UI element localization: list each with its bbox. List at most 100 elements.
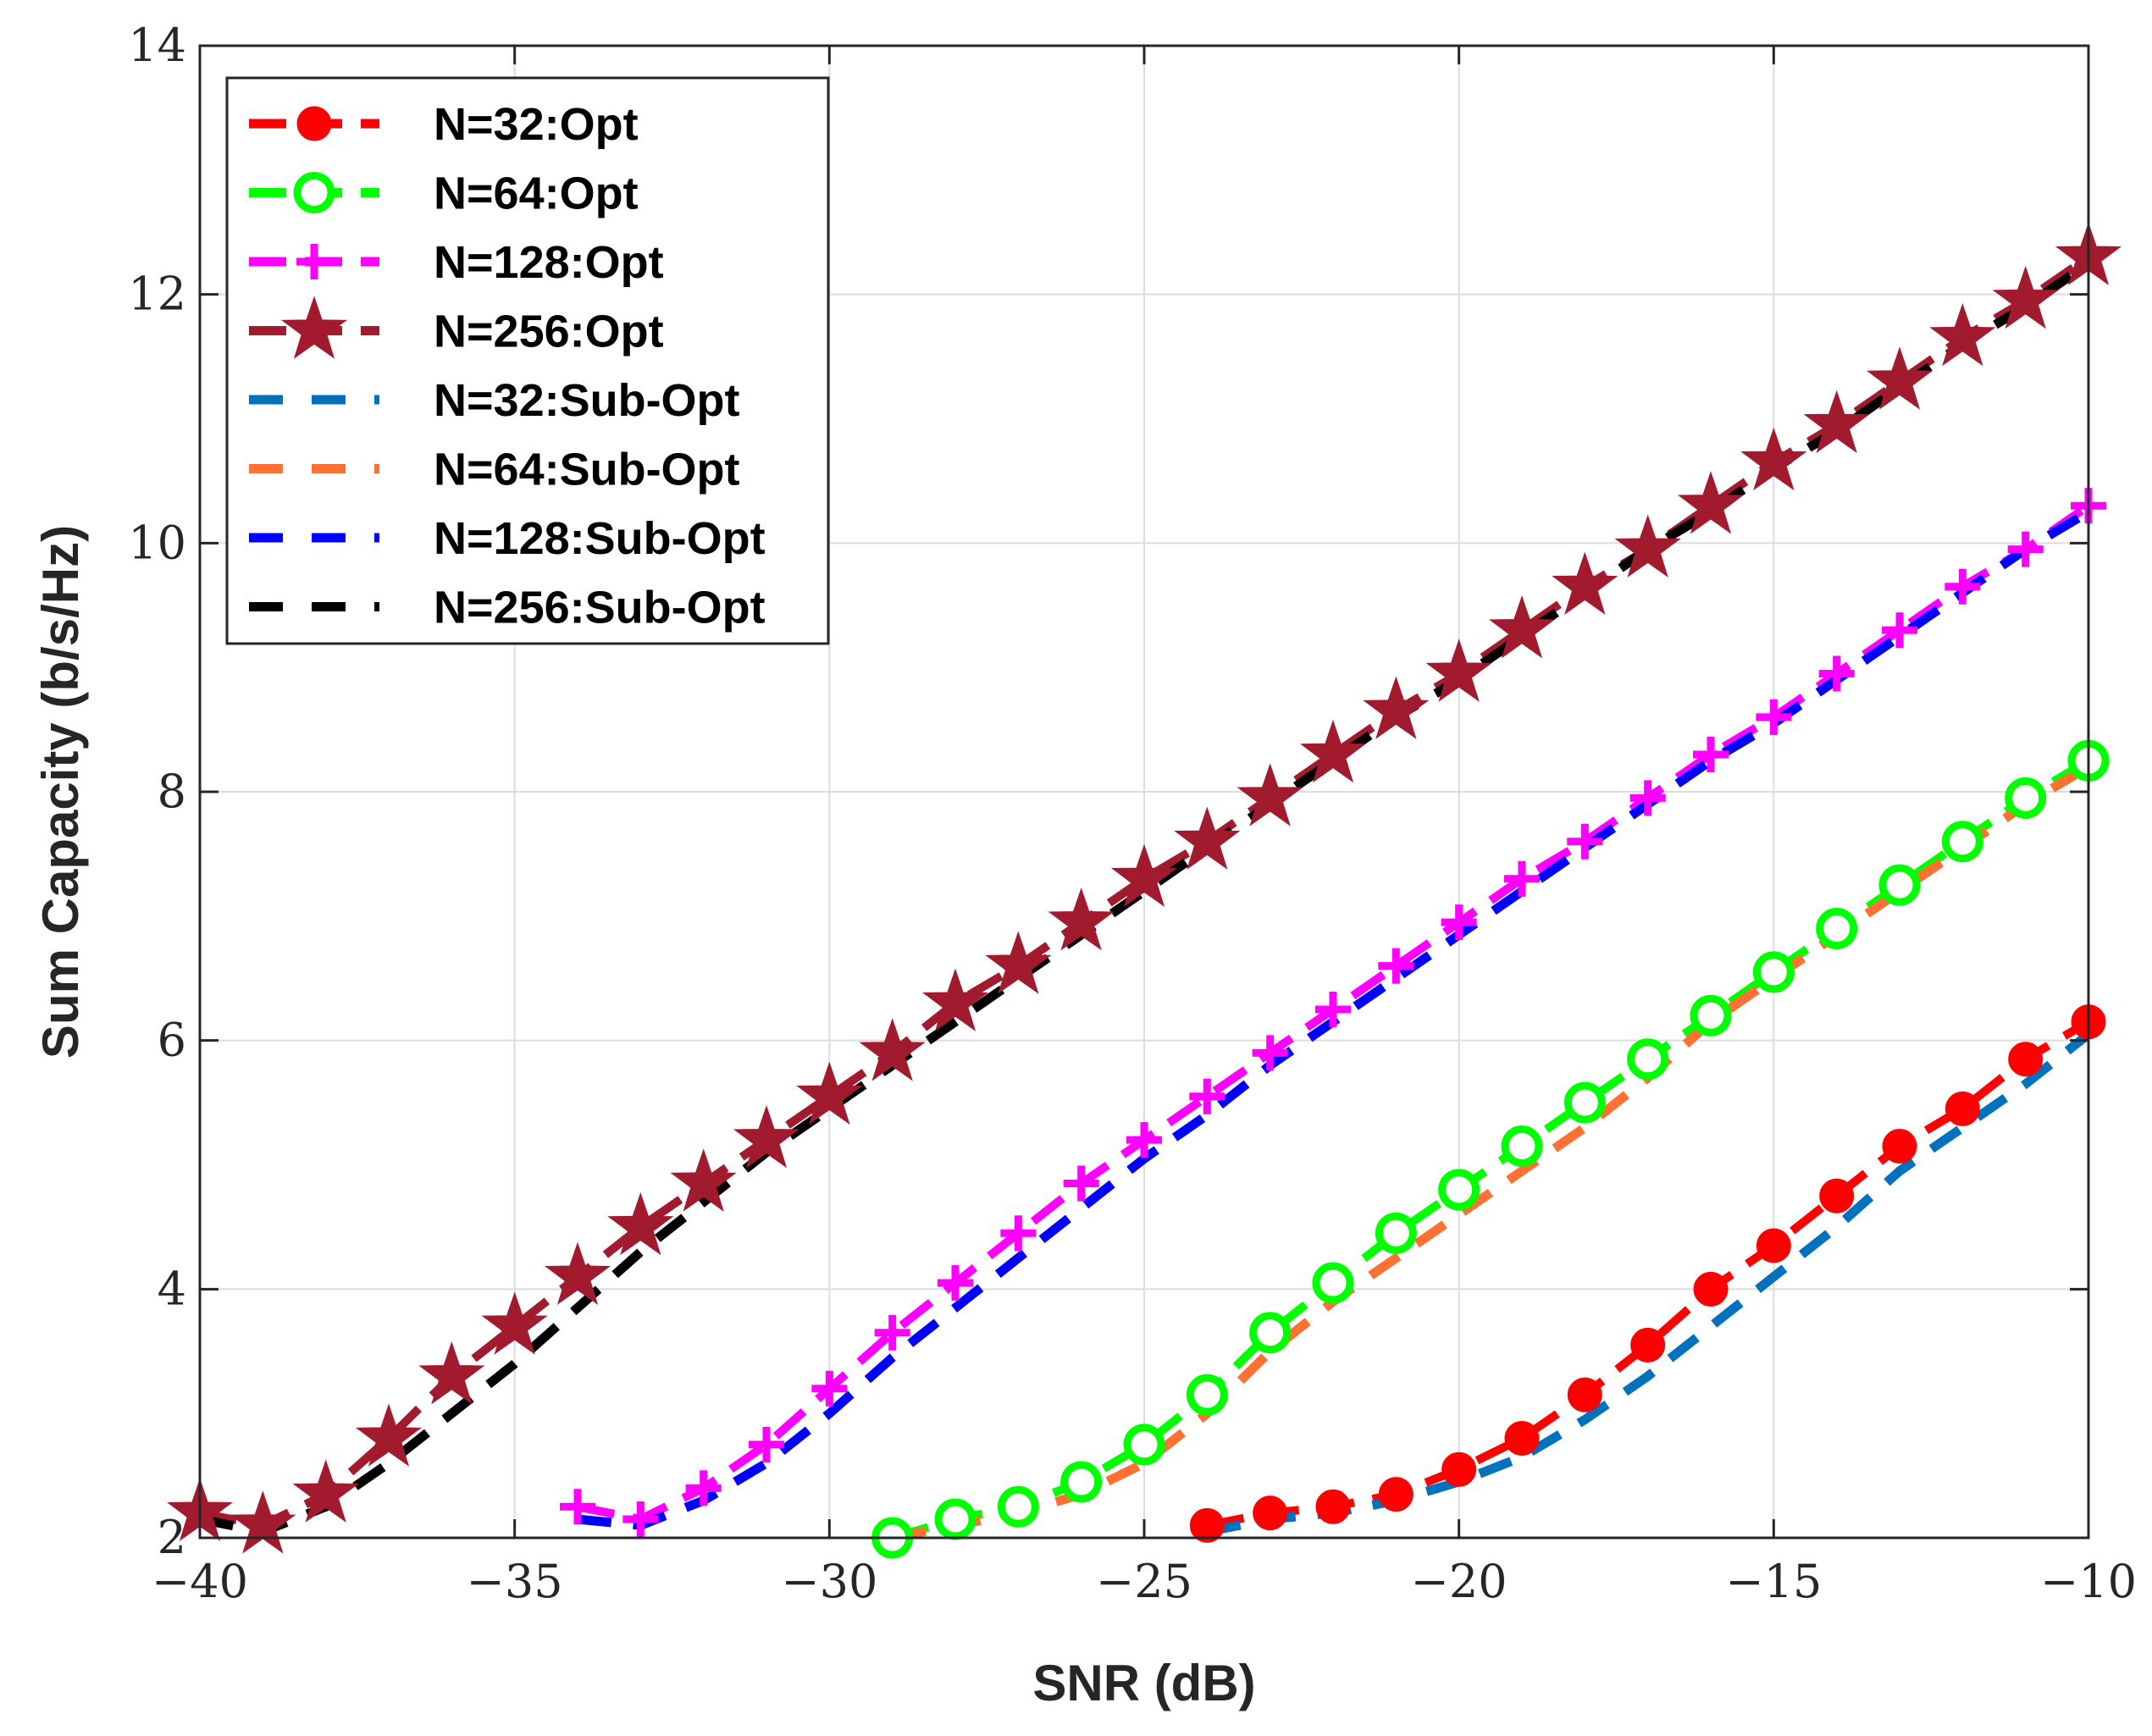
legend-marker bbox=[296, 106, 332, 141]
data-point-n-256-opt bbox=[607, 1191, 674, 1256]
legend-marker bbox=[296, 244, 332, 279]
data-point-n-32-opt bbox=[1315, 1489, 1351, 1524]
legend-entry-label: N=256:Opt bbox=[434, 307, 664, 357]
legend-entry-label: N=32:Opt bbox=[434, 99, 639, 150]
data-point-n-128-opt bbox=[685, 1470, 722, 1507]
x-tick-label: −15 bbox=[1725, 1555, 1822, 1608]
legend-entry-label: N=128:Opt bbox=[434, 237, 664, 288]
data-point-n-128-opt bbox=[1629, 780, 1666, 816]
data-point-n-128-opt bbox=[1818, 655, 1855, 692]
y-axis-title: Sum Capacity (b/s/Hz) bbox=[32, 525, 89, 1059]
data-point-n-32-opt bbox=[1441, 1451, 1477, 1487]
data-point-n-256-opt bbox=[1048, 887, 1115, 951]
data-point-n-256-opt bbox=[1425, 639, 1492, 702]
data-point-n-256-opt bbox=[355, 1403, 423, 1467]
y-tick-label: 12 bbox=[128, 268, 186, 321]
data-point-n-32-opt bbox=[1882, 1128, 1917, 1164]
data-point-n-256-opt bbox=[985, 931, 1052, 994]
y-tick-label: 6 bbox=[158, 1014, 186, 1067]
legend-marker bbox=[280, 296, 348, 359]
data-point-n-128-opt bbox=[1441, 904, 1477, 941]
x-tick-label: −25 bbox=[1096, 1555, 1192, 1608]
legend-entry-label: N=256:Sub-Opt bbox=[434, 583, 766, 633]
legend-box bbox=[225, 76, 830, 645]
x-tick-label: −10 bbox=[2040, 1555, 2137, 1608]
data-point-n-256-opt bbox=[921, 968, 989, 1031]
data-point-n-256-opt bbox=[1866, 346, 1933, 410]
data-point-n-32-opt bbox=[1567, 1377, 1602, 1413]
data-point-n-128-opt bbox=[1567, 823, 1603, 860]
data-point-n-64-opt bbox=[1501, 1125, 1543, 1167]
data-point-n-128-opt bbox=[749, 1426, 784, 1462]
data-point-n-128-opt bbox=[1945, 568, 1981, 605]
data-point-n-128-opt bbox=[1189, 1078, 1225, 1114]
data-point-n-256-opt bbox=[1929, 303, 1996, 367]
data-point-n-256-opt bbox=[1552, 551, 1618, 616]
data-point-n-256-opt bbox=[796, 1061, 863, 1125]
x-tick-label: −35 bbox=[467, 1555, 563, 1608]
y-tick-label: 10 bbox=[128, 516, 186, 569]
data-point-n-32-opt bbox=[2008, 1042, 2044, 1077]
legend-entry-label: N=64:Opt bbox=[434, 169, 639, 219]
data-point-n-256-opt bbox=[733, 1104, 800, 1169]
data-point-n-128-opt bbox=[1378, 948, 1414, 984]
series-line-n-32-opt bbox=[1206, 1018, 2088, 1530]
data-point-n-64-opt bbox=[1627, 1038, 1669, 1081]
data-point-n-256-opt bbox=[670, 1148, 737, 1212]
data-point-n-128-opt bbox=[1000, 1215, 1037, 1252]
x-tick-label: −40 bbox=[152, 1555, 248, 1608]
data-point-n-32-opt bbox=[1756, 1228, 1791, 1263]
data-point-n-256-opt bbox=[1236, 763, 1303, 827]
legend: N=32:Opt N=64:Opt N=128:Opt N=256:Opt N=32:S… bbox=[225, 76, 830, 645]
data-point-n-64-opt bbox=[1690, 994, 1732, 1037]
data-point-n-256-opt bbox=[859, 1018, 926, 1081]
data-point-n-128-opt bbox=[1315, 991, 1351, 1027]
data-point-n-128-opt bbox=[622, 1501, 659, 1537]
data-point-n-64-opt bbox=[934, 1498, 976, 1540]
legend-entry-label: N=128:Sub-Opt bbox=[434, 513, 766, 564]
legend-marker bbox=[293, 172, 335, 213]
data-point-n-64-opt bbox=[1752, 951, 1795, 993]
data-point-n-64-opt bbox=[1312, 1262, 1354, 1304]
data-point-n-64-opt bbox=[1941, 821, 1983, 863]
data-point-n-128-opt bbox=[1252, 1035, 1288, 1071]
data-point-n-256-opt bbox=[1488, 594, 1556, 659]
data-point-n-256-opt bbox=[1992, 265, 2059, 329]
data-point-n-256-opt bbox=[481, 1291, 548, 1355]
y-tick-label: 2 bbox=[158, 1511, 186, 1564]
data-point-n-64-opt bbox=[1563, 1081, 1606, 1124]
data-point-n-64-opt bbox=[1060, 1461, 1103, 1503]
axis-ticks: −40 −35 −30 −25 −20 −15 −10 2 4 6 8 10 12 14 bbox=[128, 19, 2137, 1608]
data-point-n-128-opt bbox=[938, 1264, 973, 1301]
data-point-n-64-opt bbox=[1878, 864, 1921, 906]
data-point-n-64-opt bbox=[997, 1485, 1039, 1528]
data-point-n-32-opt bbox=[1504, 1421, 1540, 1457]
data-point-n-256-opt bbox=[292, 1459, 359, 1523]
data-point-n-256-opt bbox=[1740, 427, 1807, 491]
x-tick-label: −20 bbox=[1411, 1555, 1508, 1608]
legend-entry-label: N=64:Sub-Opt bbox=[434, 445, 740, 495]
data-point-n-128-opt bbox=[1063, 1165, 1099, 1202]
data-point-n-256-opt bbox=[1363, 676, 1430, 739]
data-point-n-128-opt bbox=[1126, 1122, 1162, 1158]
data-point-n-128-opt bbox=[1756, 699, 1792, 735]
data-point-n-32-opt bbox=[1189, 1507, 1225, 1543]
data-point-n-32-opt bbox=[1630, 1327, 1666, 1363]
data-point-n-64-opt bbox=[1816, 908, 1858, 950]
data-point-n-128-opt bbox=[811, 1370, 848, 1407]
data-point-n-64-opt bbox=[2005, 777, 2047, 819]
data-point-n-256-opt bbox=[544, 1241, 611, 1305]
data-point-n-64-opt bbox=[1123, 1424, 1165, 1466]
data-point-n-256-opt bbox=[1299, 719, 1367, 783]
y-tick-label: 14 bbox=[128, 19, 186, 72]
data-point-n-64-opt bbox=[1375, 1212, 1417, 1254]
data-point-n-256-opt bbox=[1174, 806, 1241, 871]
data-point-n-32-opt bbox=[1378, 1477, 1413, 1512]
data-point-n-256-opt bbox=[1110, 843, 1178, 907]
data-point-n-256-opt bbox=[1677, 471, 1745, 534]
data-point-n-256-opt bbox=[1614, 514, 1681, 578]
data-point-n-128-opt bbox=[874, 1314, 910, 1351]
series-line-n-32-sub-opt bbox=[1206, 1030, 2088, 1537]
data-point-n-32-opt bbox=[1693, 1271, 1729, 1307]
data-point-n-128-opt bbox=[1882, 612, 1917, 649]
